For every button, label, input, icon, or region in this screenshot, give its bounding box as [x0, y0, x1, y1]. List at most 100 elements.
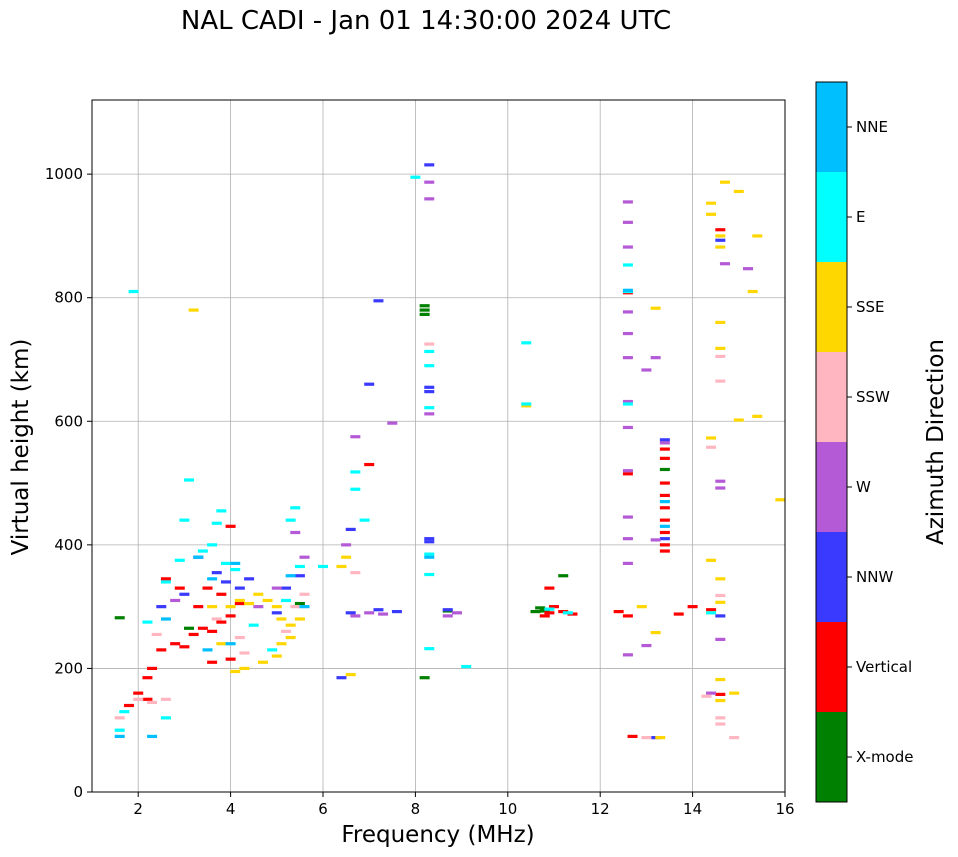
data-point-e [622, 263, 633, 267]
data-point-nnw [211, 571, 222, 575]
data-point-e [184, 478, 195, 482]
data-point-w [622, 537, 633, 541]
data-point-sse [262, 598, 273, 603]
plot-frame [91, 99, 786, 793]
data-point-x-mode [294, 601, 305, 606]
data-point-ssw [114, 716, 125, 720]
data-point-vertical [123, 703, 134, 708]
data-point-e [290, 506, 301, 510]
data-point-sse [636, 605, 647, 609]
data-point-vertical [715, 228, 726, 232]
data-point-ssw [715, 379, 726, 383]
data-point-e [424, 406, 435, 410]
colorbar-segment [816, 622, 847, 712]
data-point-ssw [290, 605, 301, 609]
colorbar-tick-label: NNE [856, 118, 888, 136]
data-point-sse [706, 558, 717, 562]
data-point-nne [160, 617, 171, 621]
data-point-vertical [225, 657, 236, 661]
data-point-ssw [706, 445, 717, 449]
colorbar-segment [816, 172, 847, 262]
data-point-w [364, 611, 375, 615]
data-point-w [622, 425, 633, 430]
x-tick-label: 6 [318, 800, 328, 818]
data-point-vertical [659, 447, 670, 451]
data-point-nne [225, 642, 236, 646]
colorbar-segment [816, 532, 847, 622]
data-point-nnw [715, 614, 726, 618]
data-point-ssw [160, 697, 171, 701]
data-point-nne [285, 574, 296, 578]
data-point-sse [715, 245, 726, 249]
data-point-sse [706, 201, 717, 205]
data-point-e [521, 402, 532, 406]
data-point-ssw [147, 700, 158, 705]
data-point-vertical [622, 614, 633, 618]
data-point-x-mode [114, 616, 125, 620]
data-point-sse [752, 234, 763, 238]
data-point-ssw [299, 592, 310, 596]
data-point-vertical [627, 734, 638, 738]
y-tick-label: 400 [54, 536, 83, 554]
data-point-x-mode [419, 676, 430, 680]
data-point-vertical [179, 645, 190, 649]
data-point-vertical [216, 592, 227, 596]
data-point-w [350, 435, 361, 439]
data-point-w [622, 245, 633, 249]
colorbar-tick-label: Vertical [856, 658, 912, 676]
data-point-ssw [424, 342, 435, 346]
data-point-sse [706, 436, 717, 440]
data-point-nnw [345, 527, 356, 532]
data-point-e [424, 552, 435, 556]
data-point-vertical [706, 608, 717, 612]
colorbar-tick-label: W [856, 478, 871, 496]
data-point-nnw [424, 163, 435, 167]
colorbar-segment [816, 712, 847, 802]
data-point-vertical [225, 614, 236, 618]
data-point-e [350, 487, 361, 491]
data-point-e [216, 509, 227, 513]
data-point-w [715, 479, 726, 483]
data-point-w [622, 469, 633, 473]
data-point-e [521, 341, 532, 345]
data-point-x-mode [184, 626, 195, 630]
data-point-nnw [364, 382, 375, 386]
data-point-sse [230, 669, 241, 674]
data-point-sse [752, 414, 763, 418]
data-point-ssw [133, 697, 144, 701]
data-point-vertical [174, 586, 185, 590]
data-point-nnw [294, 574, 305, 578]
data-point-sse [271, 605, 282, 609]
data-point-sse [715, 320, 726, 325]
colorbar-tick-label: SSW [856, 388, 890, 406]
colorbar-tick-label: E [856, 208, 865, 226]
data-point-w [424, 412, 435, 416]
data-point-vertical [659, 530, 670, 535]
data-point-w [641, 368, 652, 372]
data-point-vertical [715, 692, 726, 696]
data-point-sse [715, 600, 726, 604]
colorbar: X-mode Vertical NNW W SSW SSE E NNE [815, 81, 913, 803]
data-point-e [211, 521, 222, 525]
data-point-sse [715, 234, 726, 238]
data-point-nne [202, 648, 213, 652]
data-point-e [174, 558, 185, 562]
data-point-w [743, 267, 754, 271]
data-point-sse [655, 736, 666, 740]
y-tick-label: 1000 [45, 165, 83, 183]
data-point-e [160, 716, 171, 720]
data-point-w [271, 586, 282, 590]
x-tick-label: 4 [226, 800, 236, 818]
data-point-sse [747, 289, 758, 294]
data-point-x-mode [539, 609, 550, 613]
data-point-vertical [142, 697, 153, 701]
data-point-vertical [613, 609, 624, 614]
data-point-w [170, 598, 181, 603]
data-point-sse [225, 605, 236, 609]
data-point-w [622, 399, 633, 404]
data-point-vertical [207, 629, 218, 633]
data-point-sse [715, 346, 726, 350]
data-point-e [622, 402, 633, 406]
data-point-sse [733, 418, 744, 422]
